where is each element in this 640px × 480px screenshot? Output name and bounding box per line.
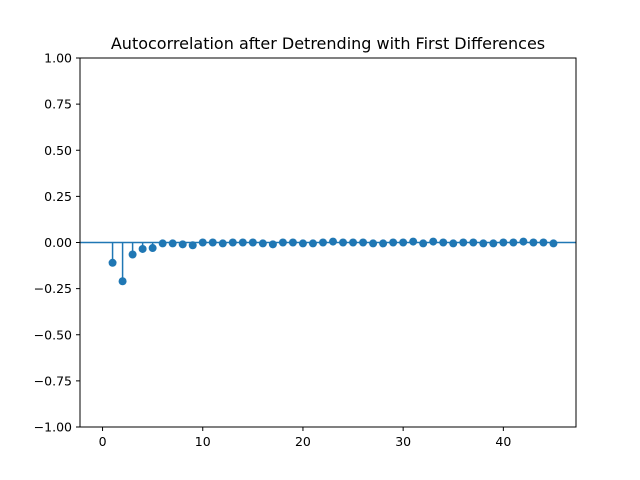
point-lag-45 — [549, 239, 558, 248]
point-lag-7 — [168, 239, 177, 248]
point-lag-1 — [108, 258, 117, 267]
point-lag-33 — [429, 237, 438, 246]
y-tick-label-3: −0.25 — [34, 281, 72, 296]
point-lag-14 — [238, 238, 247, 247]
point-lag-2 — [118, 277, 127, 286]
point-lag-34 — [439, 238, 448, 247]
y-tick-label-0: −1.00 — [34, 420, 72, 435]
point-lag-17 — [268, 240, 277, 249]
point-lag-16 — [258, 239, 267, 248]
chart-title: Autocorrelation after Detrending with Fi… — [111, 34, 545, 53]
y-tick-label-1: −0.75 — [34, 373, 72, 388]
point-lag-4 — [138, 244, 147, 253]
point-lag-30 — [399, 238, 408, 247]
marks-layer — [80, 237, 576, 286]
point-lag-35 — [449, 239, 458, 248]
point-lag-32 — [419, 239, 428, 248]
point-lag-27 — [369, 239, 378, 248]
point-lag-42 — [519, 237, 528, 246]
y-tick-label-6: 0.50 — [44, 143, 72, 158]
point-lag-20 — [298, 239, 307, 248]
point-lag-31 — [409, 237, 418, 246]
point-lag-12 — [218, 239, 227, 248]
y-tick-label-8: 1.00 — [44, 51, 72, 66]
point-lag-11 — [208, 238, 217, 247]
x-tick-label-0: 0 — [99, 434, 107, 449]
point-lag-26 — [359, 238, 368, 247]
axes-layer: 0 10 20 30 40 −1.00 −0.75 −0.50 −0.25 0.00 0.25 0.5… — [34, 51, 577, 449]
point-lag-21 — [308, 239, 317, 248]
point-lag-29 — [389, 238, 398, 247]
point-lag-3 — [128, 250, 137, 259]
point-lag-23 — [329, 237, 338, 246]
point-lag-36 — [459, 238, 468, 247]
x-tick-label-20: 20 — [295, 434, 311, 449]
point-lag-28 — [379, 239, 388, 248]
point-lag-41 — [509, 238, 518, 247]
point-lag-25 — [349, 238, 358, 247]
y-tick-label-4: 0.00 — [44, 235, 72, 250]
y-tick-label-7: 0.75 — [44, 97, 72, 112]
point-lag-39 — [489, 239, 498, 248]
point-lag-37 — [469, 238, 478, 247]
point-lag-6 — [158, 239, 167, 248]
point-lag-44 — [539, 238, 548, 247]
point-lag-9 — [188, 241, 197, 250]
point-lag-40 — [499, 238, 508, 247]
point-lag-10 — [198, 238, 207, 247]
x-tick-label-40: 40 — [495, 434, 511, 449]
point-lag-5 — [148, 244, 157, 253]
point-lag-24 — [339, 238, 348, 247]
point-lag-15 — [248, 238, 257, 247]
x-tick-label-10: 10 — [195, 434, 211, 449]
x-tick-label-30: 30 — [395, 434, 411, 449]
point-lag-43 — [529, 238, 538, 247]
point-lag-19 — [288, 238, 297, 247]
point-lag-22 — [318, 238, 327, 247]
point-lag-38 — [479, 239, 488, 248]
point-lag-8 — [178, 240, 187, 249]
y-tick-label-5: 0.25 — [44, 189, 72, 204]
point-lag-18 — [278, 238, 287, 247]
point-lag-13 — [228, 238, 237, 247]
y-tick-label-2: −0.50 — [34, 327, 72, 342]
